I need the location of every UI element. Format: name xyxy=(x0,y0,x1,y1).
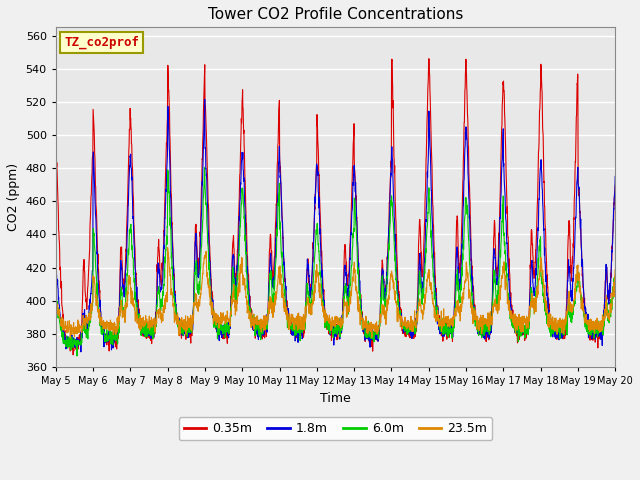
0.35m xyxy=(208,289,216,295)
6.0m xyxy=(578,302,586,308)
0.35m xyxy=(611,183,619,189)
1.8m xyxy=(52,267,60,273)
23.5m xyxy=(352,284,360,289)
Text: TZ_co2prof: TZ_co2prof xyxy=(64,36,139,49)
23.5m xyxy=(209,300,216,305)
23.5m xyxy=(611,266,619,272)
1.8m xyxy=(77,349,84,355)
Line: 23.5m: 23.5m xyxy=(56,248,615,338)
0.35m xyxy=(578,258,586,264)
Line: 1.8m: 1.8m xyxy=(56,99,615,352)
1.8m xyxy=(364,326,372,332)
0.35m xyxy=(352,197,360,203)
6.0m xyxy=(73,353,81,359)
0.35m xyxy=(425,56,433,61)
23.5m xyxy=(499,276,506,281)
1.8m xyxy=(499,150,506,156)
0.35m xyxy=(499,99,506,105)
1.8m xyxy=(611,174,619,180)
6.0m xyxy=(611,276,619,281)
1.8m xyxy=(352,203,360,209)
1.8m xyxy=(578,256,586,262)
6.0m xyxy=(209,311,216,316)
0.35m xyxy=(563,307,570,313)
23.5m xyxy=(578,300,586,306)
23.5m xyxy=(164,245,172,251)
6.0m xyxy=(364,318,372,324)
23.5m xyxy=(67,336,74,341)
Y-axis label: CO2 (ppm): CO2 (ppm) xyxy=(7,163,20,231)
1.8m xyxy=(563,325,570,331)
6.0m xyxy=(201,165,209,170)
0.35m xyxy=(52,149,60,155)
Legend: 0.35m, 1.8m, 6.0m, 23.5m: 0.35m, 1.8m, 6.0m, 23.5m xyxy=(179,418,492,440)
0.35m xyxy=(69,352,77,358)
Line: 6.0m: 6.0m xyxy=(56,168,615,356)
X-axis label: Time: Time xyxy=(320,392,351,405)
6.0m xyxy=(563,321,570,327)
1.8m xyxy=(201,96,209,102)
23.5m xyxy=(364,323,372,328)
0.35m xyxy=(364,334,372,339)
6.0m xyxy=(352,223,360,229)
6.0m xyxy=(52,293,60,299)
Title: Tower CO2 Profile Concentrations: Tower CO2 Profile Concentrations xyxy=(208,7,463,22)
1.8m xyxy=(209,300,216,306)
6.0m xyxy=(499,202,506,208)
Line: 0.35m: 0.35m xyxy=(56,59,615,355)
23.5m xyxy=(563,319,570,324)
23.5m xyxy=(52,306,60,312)
